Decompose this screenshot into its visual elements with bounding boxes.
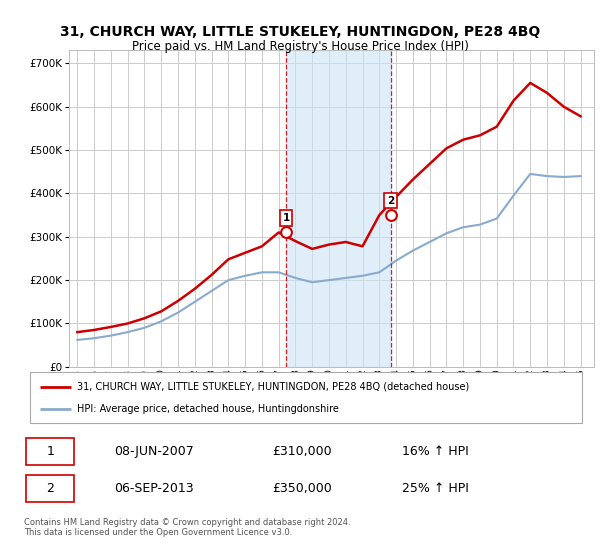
Text: 31, CHURCH WAY, LITTLE STUKELEY, HUNTINGDON, PE28 4BQ (detached house): 31, CHURCH WAY, LITTLE STUKELEY, HUNTING… bbox=[77, 381, 469, 391]
Text: HPI: Average price, detached house, Huntingdonshire: HPI: Average price, detached house, Hunt… bbox=[77, 404, 339, 414]
Text: 16% ↑ HPI: 16% ↑ HPI bbox=[401, 445, 468, 459]
Bar bbox=[286, 50, 391, 367]
Text: 2: 2 bbox=[387, 195, 394, 206]
Text: 2: 2 bbox=[46, 482, 55, 496]
Text: 1: 1 bbox=[283, 213, 290, 223]
Text: £310,000: £310,000 bbox=[272, 445, 331, 459]
Text: 31, CHURCH WAY, LITTLE STUKELEY, HUNTINGDON, PE28 4BQ: 31, CHURCH WAY, LITTLE STUKELEY, HUNTING… bbox=[60, 25, 540, 39]
Text: Contains HM Land Registry data © Crown copyright and database right 2024.
This d: Contains HM Land Registry data © Crown c… bbox=[24, 518, 350, 538]
Text: 06-SEP-2013: 06-SEP-2013 bbox=[114, 482, 194, 496]
Text: £350,000: £350,000 bbox=[272, 482, 332, 496]
Point bbox=[281, 228, 291, 237]
Point bbox=[386, 211, 395, 220]
Text: Price paid vs. HM Land Registry's House Price Index (HPI): Price paid vs. HM Land Registry's House … bbox=[131, 40, 469, 53]
FancyBboxPatch shape bbox=[26, 438, 74, 465]
Text: 1: 1 bbox=[46, 445, 55, 459]
Text: 25% ↑ HPI: 25% ↑ HPI bbox=[401, 482, 469, 496]
FancyBboxPatch shape bbox=[26, 475, 74, 502]
FancyBboxPatch shape bbox=[30, 372, 582, 423]
Text: 08-JUN-2007: 08-JUN-2007 bbox=[114, 445, 194, 459]
